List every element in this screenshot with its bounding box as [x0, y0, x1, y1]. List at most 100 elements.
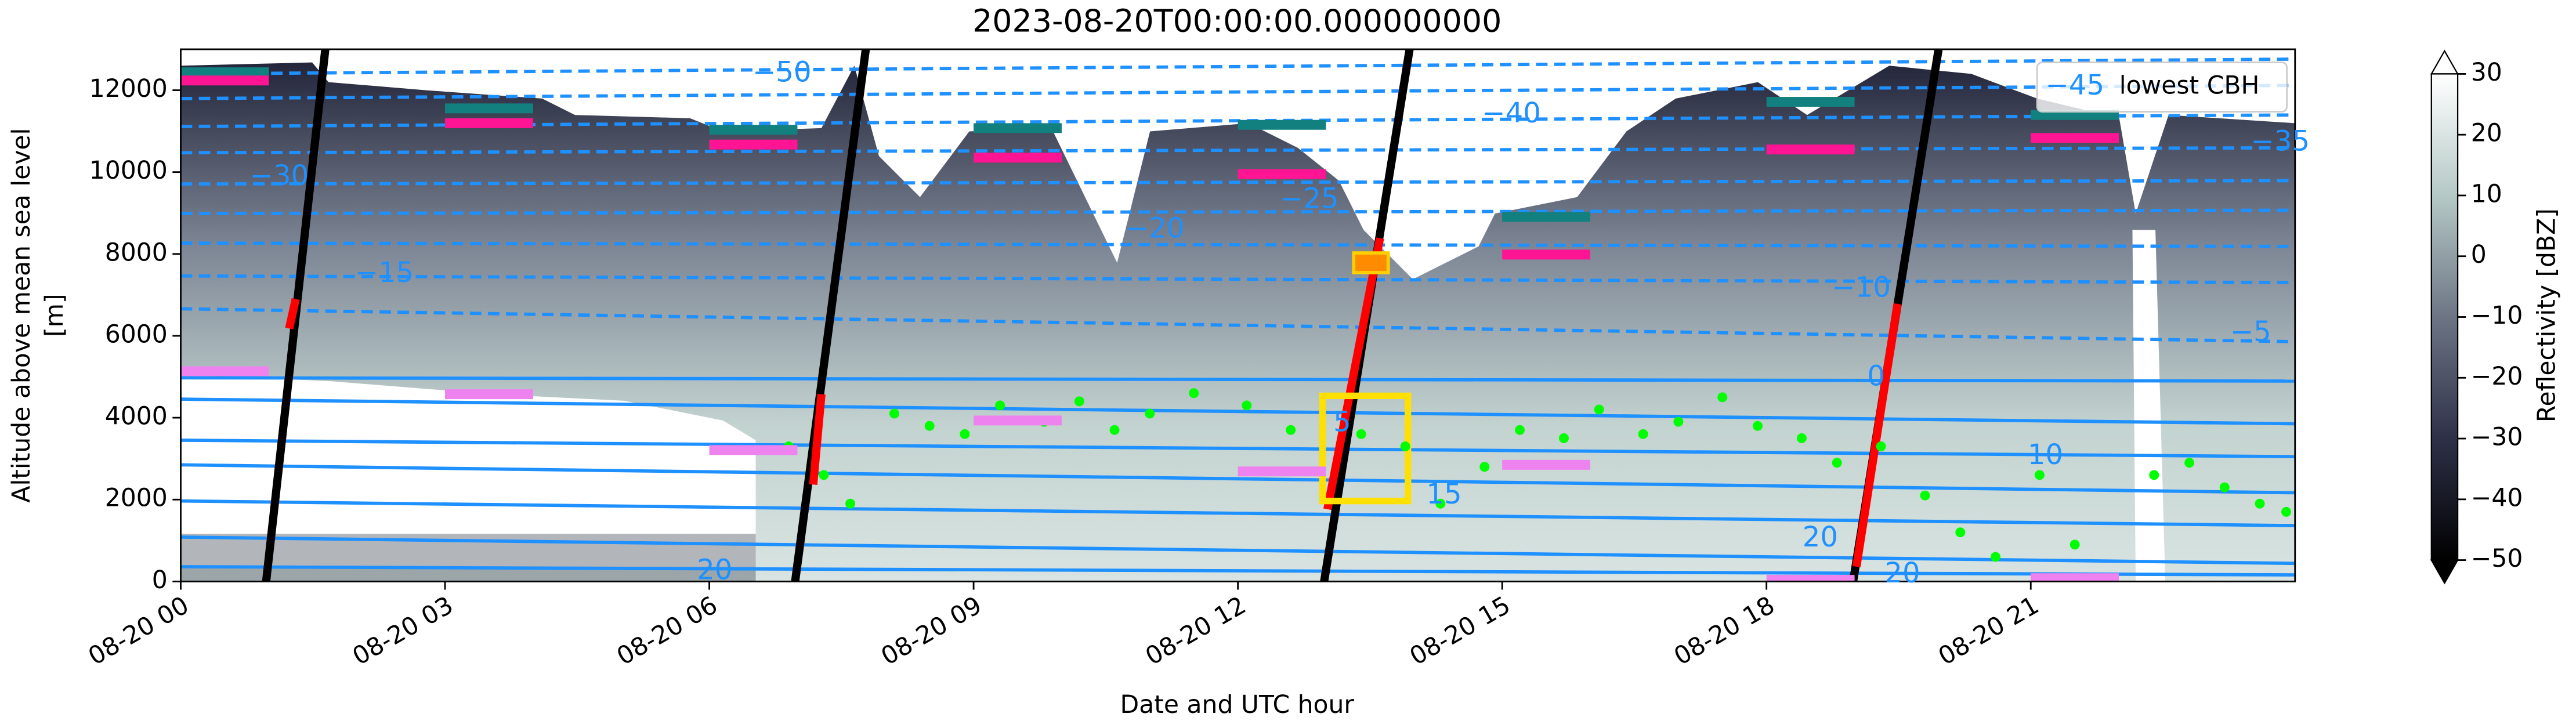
- contour-line: [180, 499, 2295, 527]
- cbh-point: [1717, 392, 1728, 403]
- contour-line: [180, 84, 2295, 100]
- sonde-track: [791, 49, 870, 582]
- contour-label: −15: [355, 256, 414, 289]
- colorbar-tick-label: 0: [2471, 241, 2487, 269]
- contour-line: [180, 439, 2295, 459]
- x-tick-label: 08-20 06: [612, 591, 722, 671]
- contour-label: −10: [1832, 271, 1891, 303]
- x-tick-label: 08-20 12: [1141, 591, 1251, 671]
- contour-label: −50: [752, 56, 812, 88]
- cbh-point: [1991, 552, 2000, 562]
- contour-line: [180, 208, 2295, 215]
- colorbar-tick-label: −40: [2471, 484, 2523, 512]
- colorbar-tick-label: 20: [2471, 119, 2502, 148]
- chart-title: 2023-08-20T00:00:00.000000000: [972, 2, 1502, 39]
- contour-line: [180, 57, 2295, 76]
- contour-label: −25: [1280, 182, 1339, 215]
- cbh-point: [845, 498, 856, 509]
- contour-label: 10: [2028, 439, 2063, 471]
- cbh-point: [1558, 433, 1569, 443]
- colorbar-tick-label: −20: [2471, 363, 2523, 391]
- y-tick-label: 0: [152, 566, 168, 595]
- cbh-point: [2034, 470, 2045, 480]
- cbh-point: [995, 400, 1005, 411]
- x-tick-label: 08-20 03: [348, 591, 458, 671]
- cbh-marker: [1502, 249, 1591, 260]
- cbh-point: [1920, 490, 1930, 501]
- contour-line: [180, 376, 2295, 383]
- highlight-box: [1352, 251, 1390, 274]
- cbh-point: [1876, 441, 1886, 451]
- contour-label: −30: [250, 160, 309, 192]
- sonde-track-segment: [1323, 237, 1384, 510]
- contour-label: −45: [2046, 69, 2105, 102]
- cbh-marker: [1766, 97, 1855, 107]
- cbh-point: [1638, 429, 1648, 439]
- cbh-point: [2184, 458, 2195, 468]
- contour-line: [180, 397, 2295, 426]
- colorbar-extend: [2430, 49, 2459, 75]
- cbh-point: [1189, 388, 1199, 399]
- cbh-point: [1673, 416, 1684, 427]
- contour-label: 20: [1803, 521, 1838, 553]
- cbh-point: [1435, 498, 1446, 509]
- cbh-marker: [2031, 133, 2119, 143]
- cbh-marker: [1502, 212, 1591, 222]
- cbh-marker: [974, 153, 1062, 163]
- contour-label: 20: [1884, 557, 1920, 589]
- y-tick-label: 12000: [89, 75, 168, 103]
- cbh-marker: [709, 125, 798, 135]
- cbh-point: [2149, 470, 2159, 480]
- cbh-point: [1796, 433, 1807, 443]
- cbh-point: [2070, 539, 2080, 550]
- field: [180, 49, 2295, 582]
- contour-label: 5: [1333, 406, 1351, 439]
- contour-label: 0: [1867, 360, 1885, 392]
- cbh-point: [1356, 429, 1366, 439]
- colorbar-tick-label: −50: [2471, 545, 2523, 573]
- cbh-marker: [180, 75, 269, 86]
- cbh-marker: [2031, 110, 2119, 120]
- contour-label: −40: [1482, 97, 1541, 129]
- y-tick-label: 10000: [89, 157, 168, 185]
- clear-gap: [2132, 230, 2166, 582]
- contour-line: [180, 146, 2295, 155]
- cbh-marker: [2031, 573, 2119, 582]
- contour-label: −20: [1126, 212, 1185, 244]
- cbh-point: [1753, 421, 1763, 431]
- cbh-point: [1594, 404, 1604, 415]
- tracks: [180, 49, 2292, 582]
- cbh-point: [2219, 482, 2230, 492]
- cbh-marker: [1766, 575, 1855, 582]
- cbh-point: [1515, 425, 1525, 435]
- cbh-marker: [1238, 466, 1326, 477]
- cbh-point: [2281, 506, 2292, 517]
- x-tick-label: 08-20 18: [1669, 591, 1779, 671]
- cbh-marker: [180, 366, 269, 376]
- y-axis-label: Altitude above mean sea level: [8, 128, 36, 503]
- cbh-point: [1242, 400, 1252, 411]
- cbh-point: [1109, 425, 1120, 435]
- colorbar-label: Reflectivity [dBZ]: [2532, 208, 2561, 422]
- sonde-track-segment: [1852, 303, 1902, 567]
- colorbar-frame: [2430, 73, 2459, 561]
- x-tick-label: 08-20 09: [877, 591, 987, 671]
- y-tick-label: 4000: [105, 403, 168, 431]
- cbh-point: [1074, 396, 1084, 407]
- y-tick-label: 8000: [105, 238, 168, 267]
- contour-line: [180, 565, 2295, 577]
- sonde-track-segment: [285, 298, 300, 329]
- cbh-point: [889, 408, 899, 419]
- colorbar-tick-label: −30: [2471, 423, 2523, 452]
- contour-line: [180, 307, 2295, 343]
- cbh-marker: [709, 445, 798, 455]
- contour-line: [180, 463, 2295, 495]
- y-axis-label: [m]: [41, 294, 69, 337]
- y-tick-label: 6000: [105, 320, 168, 349]
- x-axis-label: Date and UTC hour: [1120, 691, 1355, 719]
- cbh-marker: [180, 67, 269, 78]
- contour-line: [180, 535, 2295, 566]
- x-tick-label: 08-20 15: [1405, 591, 1515, 671]
- contour-line: [180, 241, 2295, 248]
